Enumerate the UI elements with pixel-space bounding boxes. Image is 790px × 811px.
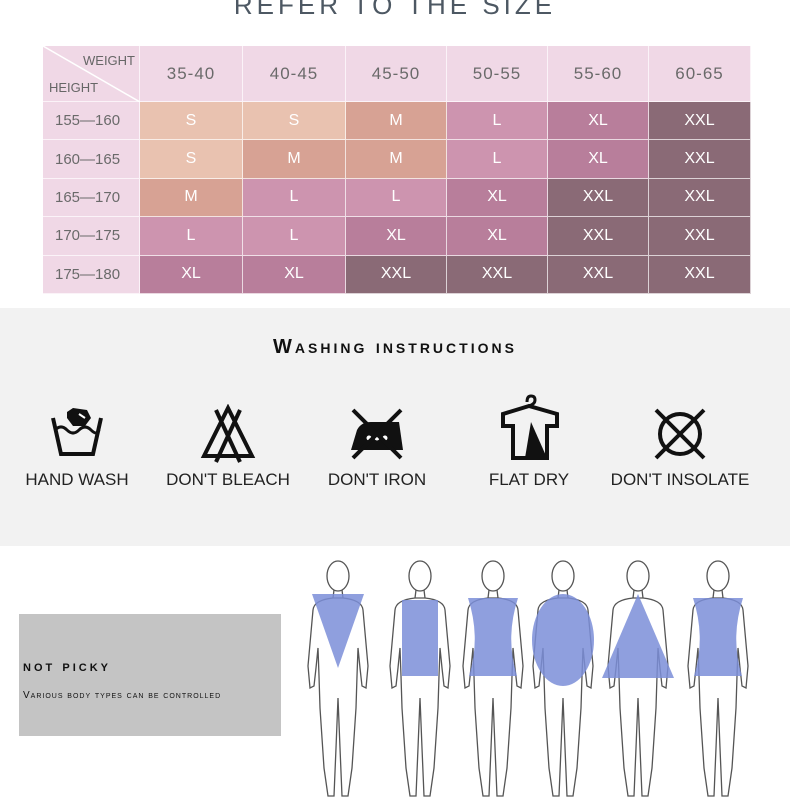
size-cell: XXL: [346, 255, 447, 294]
body-shape-overlay: [312, 594, 364, 668]
size-cell: XL: [548, 140, 649, 179]
size-cell: L: [243, 217, 346, 256]
height-row-header: 160—165: [43, 140, 140, 179]
size-cell: XL: [346, 217, 447, 256]
flat-dry-icon: [501, 394, 559, 460]
washing-panel: Washing instructions HAND WASH DON'T BLE…: [0, 308, 790, 546]
care-label: FLAT DRY: [488, 470, 570, 489]
body-shape-overlay: [693, 598, 743, 676]
body-type-figures: [307, 560, 749, 797]
corner-diagonal: [43, 46, 140, 102]
body-shape-overlay: [602, 594, 674, 678]
size-cell: L: [140, 217, 243, 256]
no-tumble-dry-icon: [654, 408, 706, 460]
body-figure: [602, 560, 674, 797]
care-item-hand-wash: HAND WASH: [20, 404, 134, 490]
weight-column-header: 35-40: [140, 46, 243, 102]
page-title: REFER TO THE SIZE: [233, 0, 557, 20]
size-cell: L: [346, 178, 447, 218]
care-item-no-bleach: DON'T BLEACH: [160, 404, 296, 490]
size-cell: XXL: [649, 217, 751, 256]
body-shape-overlay: [532, 594, 594, 686]
weight-column-header: 60-65: [649, 46, 751, 102]
body-figure: [307, 560, 369, 797]
body-figure: [462, 560, 524, 797]
weight-column-header: 45-50: [346, 46, 447, 102]
care-item-no-tumble-dry: DON'T INSOLATE: [600, 404, 760, 490]
care-label: DON'T IRON: [327, 470, 427, 489]
height-row-header: 175—180: [43, 255, 140, 294]
washing-title: Washing instructions: [273, 336, 517, 358]
weight-column-header: 55-60: [548, 46, 649, 102]
size-cell: XXL: [447, 255, 548, 294]
size-cell: S: [243, 102, 346, 141]
size-cell: XL: [447, 217, 548, 256]
height-row-header: 170—175: [43, 217, 140, 256]
body-figure: [687, 560, 749, 797]
hand-wash-icon: [51, 408, 103, 456]
size-cell: M: [140, 178, 243, 218]
size-cell: XXL: [649, 102, 751, 141]
size-cell: XXL: [548, 178, 649, 218]
size-cell: XXL: [649, 140, 751, 179]
care-label: DON'T INSOLATE: [610, 470, 750, 489]
size-cell: L: [243, 178, 346, 218]
body-types-box: not picky Various body types can be cont…: [19, 614, 281, 736]
care-item-flat-dry: FLAT DRY: [476, 392, 582, 490]
care-item-no-iron: DON'T IRON: [318, 404, 436, 490]
size-cell: M: [243, 140, 346, 179]
size-cell: XXL: [548, 255, 649, 294]
size-cell: M: [346, 102, 447, 141]
size-cell: S: [140, 102, 243, 141]
size-table: WEIGHT HEIGHT 35-40 40-45 45-50 50-55 55-60 6…: [43, 46, 751, 294]
size-cell: XXL: [548, 217, 649, 256]
size-cell: XL: [140, 255, 243, 294]
height-row-header: 165—170: [43, 178, 140, 218]
body-types-title: not picky: [23, 658, 112, 675]
height-header: HEIGHT: [49, 80, 99, 95]
height-row-header: 155—160: [43, 102, 140, 141]
body-figure: [532, 560, 594, 797]
size-cell: XXL: [649, 178, 751, 218]
weight-column-header: 40-45: [243, 46, 346, 102]
size-cell: L: [447, 140, 548, 179]
no-bleach-icon: [200, 404, 256, 463]
size-cell: XL: [243, 255, 346, 294]
body-types-subtitle: Various body types can be controlled: [23, 690, 222, 701]
table-corner: WEIGHT HEIGHT: [43, 46, 140, 102]
body-shape-overlay: [402, 600, 438, 676]
size-cell: XXL: [649, 255, 751, 294]
body-figure: [389, 560, 451, 797]
care-label: DON'T BLEACH: [166, 470, 290, 489]
size-cell: XL: [548, 102, 649, 141]
care-label: HAND WASH: [25, 470, 129, 489]
size-cell: L: [447, 102, 548, 141]
size-cell: S: [140, 140, 243, 179]
size-cell: XL: [447, 178, 548, 218]
weight-column-header: 50-55: [447, 46, 548, 102]
size-cell: M: [346, 140, 447, 179]
weight-header: WEIGHT: [83, 53, 135, 68]
body-shape-overlay: [468, 598, 518, 676]
no-iron-icon: [351, 408, 403, 460]
